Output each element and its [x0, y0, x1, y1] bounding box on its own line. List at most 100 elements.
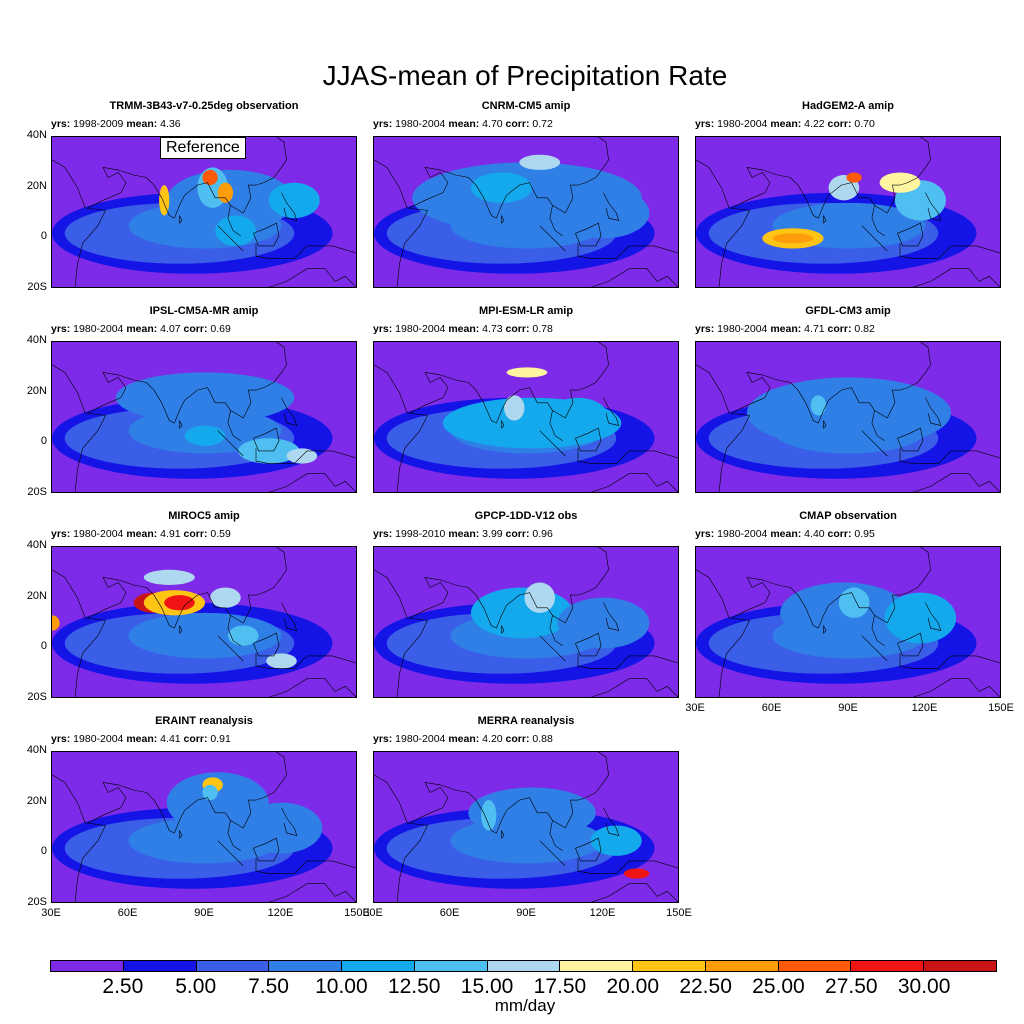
- panel-map: [695, 546, 1001, 698]
- colorbar-level-label: 2.50: [102, 975, 144, 998]
- panel-stats: yrs: 1980-2004 mean: 4.70 corr: 0.72: [373, 118, 553, 130]
- panel-title: IPSL-CM5A-MR amip: [149, 305, 259, 317]
- colorbar-segment: [196, 961, 270, 971]
- panel-stats: yrs: 1980-2004 mean: 4.71 corr: 0.82: [695, 323, 875, 335]
- panel-title: CNRM-CM5 amip: [481, 100, 571, 112]
- lat-tick-label: 0: [40, 230, 47, 243]
- colorbar-segment: [487, 961, 561, 971]
- panel-3: HadGEM2-A amip yrs: 1980-2004 mean: 4.22 …: [695, 100, 1001, 290]
- colorbar-segment: [924, 961, 996, 971]
- colorbar-level-label: 27.50: [825, 975, 878, 998]
- coastline: [374, 752, 678, 902]
- lon-tick-label: 150E: [666, 907, 692, 919]
- panel-map: [373, 751, 679, 903]
- lat-tick-label: 40N: [26, 539, 47, 551]
- panel-11: MERRA reanalysis yrs: 1980-2004 mean: 4.2…: [363, 715, 692, 919]
- panel-title: MIROC5 amip: [168, 510, 240, 522]
- precip-contour: [164, 595, 195, 611]
- panel-6: GFDL-CM3 amip yrs: 1980-2004 mean: 4.71 c…: [695, 305, 1001, 495]
- lon-tick-label: 30E: [363, 907, 383, 919]
- panel-1: TRMM-3B43-v7-0.25deg observation yrs: 199…: [27, 100, 357, 293]
- precip-contour: [470, 172, 533, 203]
- lat-tick-label: 0: [40, 845, 47, 858]
- precip-contour: [468, 787, 596, 839]
- colorbar-level-label: 20.00: [606, 975, 660, 998]
- lat-tick-label: 20N: [26, 384, 47, 397]
- panel-map: [51, 136, 357, 288]
- precip-contour: [623, 868, 650, 879]
- panel-stats: yrs: 1980-2004 mean: 4.20 corr: 0.88: [373, 733, 553, 745]
- lat-tick-label: 20S: [27, 896, 47, 908]
- colorbar-level-label: 7.50: [248, 975, 289, 998]
- precip-contour: [772, 233, 814, 244]
- panel-title: ERAINT reanalysis: [155, 715, 253, 727]
- coastline: [52, 752, 356, 902]
- lon-tick-label: 30E: [685, 702, 705, 714]
- precip-contour: [166, 772, 269, 834]
- panel-2: CNRM-CM5 amip yrs: 1980-2004 mean: 4.70 c…: [373, 100, 679, 290]
- panel-stats: yrs: 1980-2004 mean: 4.07 corr: 0.69: [51, 323, 231, 335]
- lat-tick-label: 20N: [26, 179, 47, 192]
- precip-contour: [838, 587, 870, 618]
- colorbar-segment: [633, 961, 706, 971]
- colorbar-segment: [414, 961, 488, 971]
- precip-contour: [115, 372, 295, 424]
- precip-contour: [846, 172, 862, 183]
- precip-contour: [143, 569, 195, 585]
- panel-title: GPCP-1DD-V12 obs: [474, 510, 578, 522]
- precip-contour: [52, 615, 60, 631]
- lon-tick-label: 90E: [516, 907, 536, 919]
- coastline: [374, 547, 678, 697]
- colorbar-level-label: 15.00: [460, 975, 514, 998]
- precip-contour: [184, 425, 226, 446]
- panel-10: ERAINT reanalysis yrs: 1980-2004 mean: 4.…: [27, 715, 370, 919]
- precip-contour: [215, 215, 256, 246]
- precip-contour: [227, 625, 259, 646]
- panel-map: [373, 546, 679, 698]
- lat-tick-label: 20N: [26, 589, 47, 602]
- colorbar-level-label: 25.00: [752, 975, 805, 998]
- lon-tick-label: 120E: [911, 702, 938, 714]
- colorbar-level-label: 12.50: [387, 975, 441, 998]
- panel-map: [373, 136, 679, 288]
- colorbar-level-label: 17.50: [533, 975, 587, 998]
- precip-contour: [240, 802, 323, 854]
- coastline: [52, 137, 356, 287]
- panel-map: [51, 341, 357, 493]
- precip-contour: [524, 582, 556, 613]
- lat-tick-label: 20S: [27, 691, 47, 703]
- colorbar-segment: [851, 961, 925, 971]
- lat-tick-label: 20N: [26, 794, 47, 807]
- coastline: [696, 547, 1000, 697]
- colorbar-segment: [778, 961, 852, 971]
- panel-stats: yrs: 1980-2004 mean: 4.40 corr: 0.95: [695, 528, 875, 540]
- panel-title: CMAP observation: [799, 510, 897, 522]
- precip-contour: [217, 182, 234, 203]
- lat-tick-label: 20S: [27, 281, 47, 293]
- precip-contour: [128, 612, 282, 659]
- lon-tick-label: 120E: [267, 907, 294, 919]
- precip-contour: [884, 592, 957, 644]
- lat-tick-label: 40N: [26, 334, 47, 346]
- panel-stats: yrs: 1980-2004 mean: 4.91 corr: 0.59: [51, 528, 231, 540]
- precip-contour: [504, 395, 525, 421]
- colorbar-segment: [342, 961, 415, 971]
- lon-tick-label: 90E: [194, 907, 214, 919]
- precip-contour: [557, 597, 650, 649]
- colorbar-unit: mm/day: [494, 996, 556, 1015]
- precip-contour: [159, 185, 170, 216]
- precip-contour: [879, 172, 921, 193]
- lon-tick-label: 60E: [439, 907, 460, 919]
- lon-tick-label: 60E: [117, 907, 138, 919]
- coastline: [696, 137, 1000, 287]
- panel-stats: yrs: 1998-2010 mean: 3.99 corr: 0.96: [373, 528, 553, 540]
- precip-contour: [810, 395, 827, 416]
- precip-contour: [266, 653, 297, 669]
- precip-contour: [506, 367, 548, 378]
- colorbar-level-label: 10.00: [315, 975, 368, 998]
- coastline: [374, 342, 678, 492]
- coastline: [52, 547, 356, 697]
- panel-map: [373, 341, 679, 493]
- lat-tick-label: 40N: [26, 129, 47, 141]
- colorbar: [50, 960, 997, 972]
